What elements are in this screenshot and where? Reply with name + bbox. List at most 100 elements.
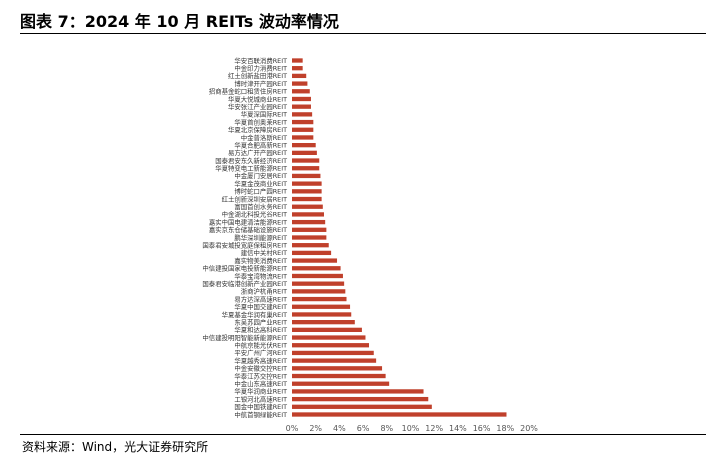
category-label-22: 嘉实京东仓储基础设施REIT bbox=[209, 225, 287, 234]
x-tick-label-8: 16% bbox=[473, 424, 491, 433]
bar-11 bbox=[292, 143, 316, 148]
bar-24 bbox=[292, 243, 329, 248]
category-label-20: 中金湖北科投光谷REIT bbox=[222, 210, 287, 219]
bar-17 bbox=[292, 189, 322, 194]
x-tick-label-7: 14% bbox=[449, 424, 467, 433]
bar-26 bbox=[292, 258, 338, 263]
x-tick-label-4: 8% bbox=[380, 424, 393, 433]
bar-0 bbox=[292, 58, 303, 63]
bar-19 bbox=[292, 204, 323, 209]
category-label-31: 易方达深高速REIT bbox=[234, 294, 287, 303]
bar-4 bbox=[292, 89, 310, 94]
category-label-42: 中金山东高速REIT bbox=[234, 379, 287, 388]
category-label-2: 红土创新盐田港REIT bbox=[228, 71, 287, 80]
x-tick-label-6: 12% bbox=[425, 424, 443, 433]
x-tick-label-0: 0% bbox=[286, 424, 299, 433]
category-label-25: 建信中关村REIT bbox=[241, 248, 287, 257]
category-label-13: 国泰君安东久新经济REIT bbox=[215, 156, 287, 165]
category-label-36: 中信建投明阳智能新能源REIT bbox=[202, 333, 287, 342]
bar-20 bbox=[292, 212, 324, 217]
category-label-40: 中金安徽交控REIT bbox=[234, 364, 287, 373]
category-label-27: 中信建投国家电投新能源REIT bbox=[202, 264, 287, 273]
category-label-15: 中金厦门安居REIT bbox=[234, 171, 287, 180]
category-label-39: 华夏越秀高速REIT bbox=[234, 356, 287, 365]
category-label-21: 嘉实中国电建清洁能源REIT bbox=[209, 217, 287, 226]
bar-29 bbox=[292, 281, 345, 286]
category-label-1: 中金印力消费REIT bbox=[234, 64, 287, 73]
bar-1 bbox=[292, 66, 303, 71]
category-label-46: 中航首钢绿能REIT bbox=[234, 410, 287, 419]
category-label-0: 华安百联消费REIT bbox=[234, 56, 287, 65]
bar-23 bbox=[292, 235, 327, 240]
category-label-7: 华夏深国际REIT bbox=[241, 110, 287, 119]
category-label-12: 易方达广开产园REIT bbox=[228, 148, 287, 157]
bar-35 bbox=[292, 327, 362, 332]
category-label-44: 工银河北高速REIT bbox=[234, 394, 287, 403]
bar-42 bbox=[292, 381, 390, 386]
bar-12 bbox=[292, 150, 317, 155]
bar-44 bbox=[292, 396, 429, 402]
category-label-43: 华夏华润商业REIT bbox=[234, 387, 287, 396]
category-label-9: 华夏北京保障房REIT bbox=[228, 125, 287, 134]
category-label-17: 博时蛇口产园REIT bbox=[234, 187, 287, 196]
category-label-4: 招商基金蛇口租赁住房REIT bbox=[209, 87, 287, 96]
figure-title: 图表 7：2024 年 10 月 REITs 波动率情况 bbox=[20, 12, 339, 31]
bar-6 bbox=[292, 104, 311, 109]
title-divider bbox=[20, 33, 706, 34]
category-labels: 华安百联消费REIT中金印力消费REIT红土创新盐田港REIT博时津开产园REI… bbox=[202, 56, 287, 419]
category-label-19: 富国首创水务REIT bbox=[234, 202, 287, 211]
bar-25 bbox=[292, 250, 332, 256]
category-label-3: 博时津开产园REIT bbox=[234, 79, 287, 88]
category-label-33: 华夏基金华润有巢REIT bbox=[222, 310, 287, 319]
bar-27 bbox=[292, 266, 341, 271]
bar-46 bbox=[292, 412, 507, 417]
bar-40 bbox=[292, 366, 383, 371]
category-label-30: 浙商沪杭甬REIT bbox=[241, 287, 287, 296]
x-tick-label-10: 20% bbox=[520, 424, 538, 433]
bar-22 bbox=[292, 227, 327, 232]
bar-7 bbox=[292, 112, 313, 117]
bar-33 bbox=[292, 312, 352, 317]
category-label-8: 华夏首创奥莱REIT bbox=[234, 117, 287, 126]
category-label-11: 华夏合肥高新REIT bbox=[234, 140, 287, 149]
category-label-10: 中金普洛斯REIT bbox=[241, 133, 287, 142]
category-label-16: 华夏金茂商业REIT bbox=[234, 179, 287, 188]
category-label-5: 华夏大悦城商业REIT bbox=[228, 94, 287, 103]
x-tick-label-2: 4% bbox=[333, 424, 346, 433]
category-label-35: 华夏和达高科REIT bbox=[234, 325, 287, 334]
category-label-28: 华泰宝湾物流REIT bbox=[234, 271, 287, 280]
bar-13 bbox=[292, 158, 320, 163]
category-label-38: 平安广州广河REIT bbox=[234, 348, 287, 357]
bar-10 bbox=[292, 135, 314, 140]
category-label-23: 鹏华深圳能源REIT bbox=[234, 233, 287, 242]
category-label-24: 国泰君安城投宽庭保租房REIT bbox=[202, 241, 287, 250]
x-tick-label-9: 18% bbox=[496, 424, 514, 433]
bar-37 bbox=[292, 343, 370, 348]
category-label-34: 东吴苏园产业REIT bbox=[234, 317, 287, 326]
bar-28 bbox=[292, 273, 343, 279]
bar-30 bbox=[292, 289, 346, 294]
bar-8 bbox=[292, 119, 314, 125]
x-axis-ticks: 0% 2% 4% 6% 8% 10% 12% 14% 16% 18% 20% bbox=[286, 424, 539, 433]
bar-41 bbox=[292, 373, 386, 379]
bar-2 bbox=[292, 73, 307, 79]
bar-39 bbox=[292, 358, 377, 363]
category-label-37: 中航京能光伏REIT bbox=[234, 341, 287, 350]
bar-31 bbox=[292, 296, 347, 302]
bar-3 bbox=[292, 81, 308, 86]
x-tick-label-1: 2% bbox=[309, 424, 322, 433]
bar-15 bbox=[292, 173, 321, 179]
bars-layer bbox=[292, 58, 507, 417]
category-label-41: 华泰江苏交控REIT bbox=[234, 371, 287, 380]
bar-9 bbox=[292, 127, 314, 132]
category-label-14: 华夏特变电工新能源REIT bbox=[215, 164, 287, 173]
bar-5 bbox=[292, 96, 311, 102]
bar-36 bbox=[292, 335, 366, 340]
bar-34 bbox=[292, 320, 355, 325]
bar-21 bbox=[292, 219, 326, 225]
source-note: 资料来源：Wind，光大证券研究所 bbox=[22, 440, 209, 454]
category-label-45: 国金中国铁建REIT bbox=[234, 402, 287, 411]
source-divider bbox=[20, 434, 706, 435]
category-label-32: 华夏中国交建REIT bbox=[234, 302, 287, 311]
